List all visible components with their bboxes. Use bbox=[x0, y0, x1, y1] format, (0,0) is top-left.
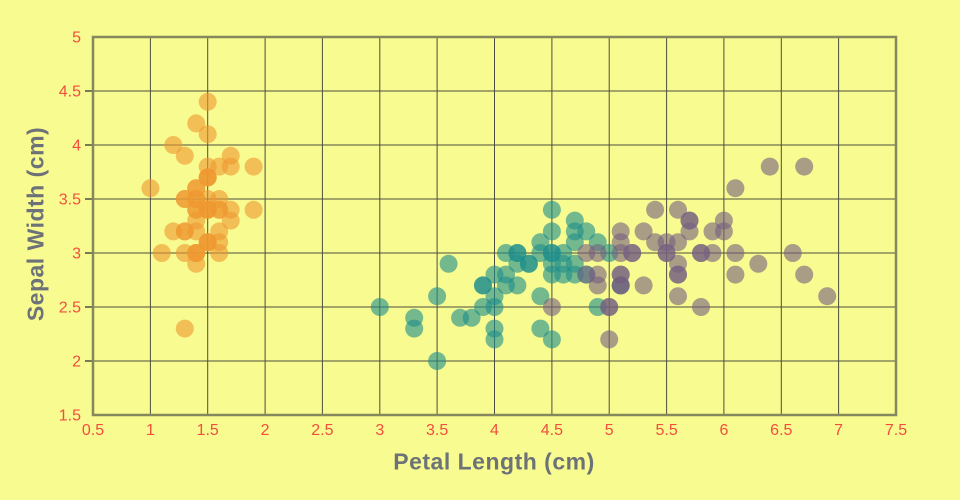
y-tick-label: 4.5 bbox=[59, 84, 81, 101]
data-point-virginica bbox=[726, 265, 745, 284]
data-point-virginica bbox=[646, 200, 665, 219]
data-point-versicolor bbox=[542, 200, 561, 219]
data-point-setosa bbox=[175, 319, 194, 338]
x-tick-label: 7 bbox=[834, 422, 843, 439]
x-tick-label: 2.5 bbox=[311, 422, 333, 439]
data-point-versicolor bbox=[405, 319, 424, 338]
x-tick-label: 3.5 bbox=[426, 422, 448, 439]
data-point-virginica bbox=[726, 244, 745, 262]
data-point-setosa bbox=[244, 157, 263, 176]
data-point-virginica bbox=[692, 298, 710, 316]
data-point-virginica bbox=[611, 276, 630, 295]
data-point-setosa bbox=[175, 146, 194, 165]
data-point-versicolor bbox=[508, 276, 527, 295]
data-point-virginica bbox=[611, 244, 630, 262]
data-point-setosa bbox=[164, 136, 183, 154]
data-point-virginica bbox=[818, 287, 837, 306]
x-tick-label: 4.5 bbox=[541, 422, 563, 439]
data-point-setosa bbox=[187, 114, 206, 133]
data-point-setosa bbox=[210, 190, 229, 208]
data-point-setosa bbox=[141, 179, 160, 198]
data-point-versicolor bbox=[577, 222, 596, 241]
data-point-virginica bbox=[680, 211, 699, 230]
data-point-virginica bbox=[692, 244, 710, 262]
data-point-virginica bbox=[669, 287, 687, 306]
data-point-versicolor bbox=[428, 352, 447, 370]
data-point-versicolor bbox=[428, 287, 447, 306]
data-point-virginica bbox=[760, 157, 779, 176]
data-point-versicolor bbox=[451, 308, 470, 327]
data-point-virginica bbox=[646, 233, 665, 252]
x-tick-label: 0.5 bbox=[82, 422, 104, 439]
x-tick-label: 5 bbox=[605, 422, 614, 439]
data-point-versicolor bbox=[474, 276, 492, 295]
data-point-virginica bbox=[749, 254, 768, 273]
x-tick-label: 6.5 bbox=[770, 422, 792, 439]
data-point-virginica bbox=[634, 222, 653, 241]
x-tick-label: 5.5 bbox=[655, 422, 677, 439]
y-tick-label: 2 bbox=[72, 354, 81, 371]
data-point-virginica bbox=[577, 265, 596, 284]
data-point-virginica bbox=[703, 222, 722, 241]
y-tick-label: 2.5 bbox=[59, 300, 81, 317]
plot-border bbox=[91, 35, 898, 417]
data-point-setosa bbox=[187, 179, 206, 198]
data-point-versicolor bbox=[565, 211, 584, 230]
x-tick-label: 1 bbox=[146, 422, 155, 439]
data-point-versicolor bbox=[497, 265, 515, 284]
data-point-setosa bbox=[244, 200, 263, 219]
data-point-versicolor bbox=[542, 222, 561, 241]
data-point-versicolor bbox=[531, 319, 550, 338]
data-point-setosa bbox=[187, 211, 206, 230]
data-point-setosa bbox=[198, 233, 217, 252]
data-point-virginica bbox=[542, 298, 561, 316]
data-point-virginica bbox=[795, 265, 814, 284]
data-point-setosa bbox=[198, 92, 217, 111]
data-point-virginica bbox=[634, 276, 653, 295]
data-point-setosa bbox=[198, 168, 217, 187]
data-point-versicolor bbox=[485, 330, 504, 349]
data-point-virginica bbox=[669, 233, 687, 252]
y-tick-label: 5 bbox=[72, 30, 81, 47]
x-tick-label: 1.5 bbox=[197, 422, 219, 439]
data-point-versicolor bbox=[370, 298, 389, 316]
data-point-versicolor bbox=[542, 330, 561, 349]
data-point-virginica bbox=[588, 276, 607, 295]
data-point-virginica bbox=[577, 244, 596, 262]
y-axis-title: Sepal Width (cm) bbox=[22, 126, 49, 322]
data-point-setosa bbox=[198, 200, 217, 219]
data-point-virginica bbox=[726, 179, 745, 198]
x-tick-label: 2 bbox=[261, 422, 270, 439]
data-point-setosa bbox=[152, 244, 171, 262]
data-point-virginica bbox=[600, 330, 619, 349]
data-point-setosa bbox=[187, 244, 206, 262]
x-tick-label: 3 bbox=[375, 422, 384, 439]
y-tick-label: 1.5 bbox=[59, 408, 81, 425]
y-tick-label: 3 bbox=[72, 246, 81, 263]
data-point-versicolor bbox=[554, 244, 573, 262]
data-point-setosa bbox=[210, 157, 229, 176]
data-point-virginica bbox=[669, 200, 687, 219]
data-point-versicolor bbox=[565, 233, 584, 252]
data-point-virginica bbox=[600, 298, 619, 316]
data-point-versicolor bbox=[531, 287, 550, 306]
data-point-virginica bbox=[795, 157, 814, 176]
data-point-setosa bbox=[175, 190, 194, 208]
x-axis-title: Petal Length (cm) bbox=[393, 448, 595, 475]
y-tick-label: 3.5 bbox=[59, 192, 81, 209]
x-tick-label: 7.5 bbox=[885, 422, 907, 439]
x-tick-label: 6 bbox=[719, 422, 728, 439]
x-tick-label: 4 bbox=[490, 422, 499, 439]
data-point-virginica bbox=[783, 244, 802, 262]
data-point-versicolor bbox=[519, 254, 538, 273]
data-point-versicolor bbox=[485, 287, 504, 306]
data-point-setosa bbox=[221, 211, 240, 230]
data-point-virginica bbox=[669, 265, 687, 284]
data-point-setosa bbox=[198, 125, 217, 144]
data-point-versicolor bbox=[439, 254, 458, 273]
y-tick-label: 4 bbox=[72, 138, 81, 155]
